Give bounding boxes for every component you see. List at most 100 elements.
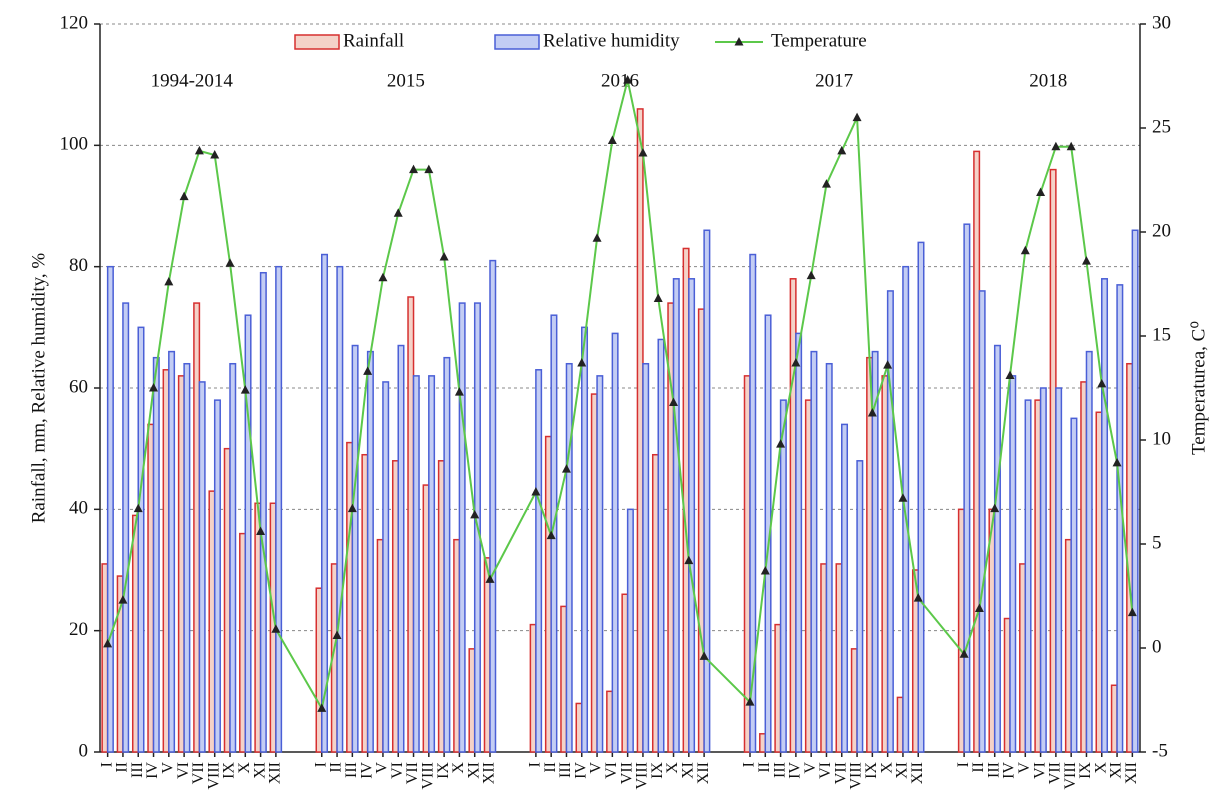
bar xyxy=(575,702,583,753)
marker xyxy=(317,703,327,712)
bar xyxy=(672,278,680,753)
bar xyxy=(346,441,354,753)
y2-tick-label: 5 xyxy=(1152,532,1162,553)
bar xyxy=(963,223,971,753)
bar xyxy=(259,271,267,753)
x-tick-label: VI xyxy=(389,762,406,779)
x-tick-label: X xyxy=(1092,762,1109,774)
x-tick-label: V xyxy=(588,762,605,774)
x-tick-label: VII xyxy=(618,762,635,784)
marker xyxy=(791,358,801,367)
x-tick-label: VII xyxy=(832,762,849,784)
legend-swatch xyxy=(494,34,540,50)
marker xyxy=(745,697,755,706)
marker xyxy=(684,555,694,565)
bar xyxy=(382,381,390,753)
bar xyxy=(1080,381,1088,753)
marker xyxy=(669,397,679,407)
bar xyxy=(137,326,145,753)
x-tick-label: VIII xyxy=(634,762,651,790)
marker xyxy=(439,251,449,261)
bar xyxy=(835,563,843,753)
bar xyxy=(254,502,262,753)
y2-tick-label: 30 xyxy=(1152,12,1171,33)
marker xyxy=(133,503,143,513)
bar xyxy=(468,648,476,753)
marker xyxy=(852,112,862,122)
bar xyxy=(391,460,399,753)
x-tick-label: X xyxy=(664,762,681,774)
bar xyxy=(789,278,797,753)
bar xyxy=(106,265,114,753)
x-tick-label: VI xyxy=(175,762,192,779)
bar xyxy=(529,623,537,753)
bar xyxy=(881,375,889,753)
marker xyxy=(867,407,877,417)
bar xyxy=(366,350,374,753)
bar xyxy=(657,338,665,753)
x-tick-label: XII xyxy=(909,762,926,784)
bar xyxy=(581,326,589,753)
marker xyxy=(194,145,204,155)
x-tick-label: X xyxy=(236,762,253,774)
bar xyxy=(1110,684,1118,753)
group-label: 2016 xyxy=(601,70,639,91)
bar xyxy=(978,290,986,753)
x-tick-label: III xyxy=(343,762,360,778)
marker xyxy=(1127,607,1137,617)
x-tick-label: III xyxy=(129,762,146,778)
bar xyxy=(275,265,283,753)
bar xyxy=(804,399,812,753)
marker xyxy=(806,270,816,280)
bar xyxy=(856,460,864,753)
x-tick-label: IV xyxy=(358,762,375,779)
x-tick-label: XII xyxy=(695,762,712,784)
marker xyxy=(760,566,770,575)
bar xyxy=(850,648,858,753)
marker xyxy=(210,150,220,159)
bar xyxy=(957,508,965,753)
marker xyxy=(913,593,923,602)
x-tick-label: XI xyxy=(1108,762,1125,779)
bar xyxy=(825,362,833,753)
group-label: 2018 xyxy=(1029,70,1067,91)
bar xyxy=(596,375,604,753)
x-tick-label: XII xyxy=(481,762,498,784)
marker xyxy=(347,503,357,513)
bar xyxy=(688,278,696,753)
marker xyxy=(424,164,434,174)
x-tick-label: VII xyxy=(404,762,421,784)
line xyxy=(106,79,1134,712)
bar xyxy=(820,563,828,753)
bar xyxy=(917,241,925,753)
bar xyxy=(239,532,247,753)
marker xyxy=(1066,141,1076,151)
bar xyxy=(535,369,543,753)
marker xyxy=(332,630,342,640)
bar xyxy=(1070,417,1078,753)
x-tick-label: II xyxy=(542,762,559,773)
bar xyxy=(774,623,782,753)
bar xyxy=(162,369,170,753)
marker xyxy=(485,574,495,583)
bar xyxy=(544,435,552,753)
bar xyxy=(428,375,436,753)
y-axis-label: Rainfall, mm, Relative humidity, % xyxy=(28,253,49,524)
x-tick-label: X xyxy=(450,762,467,774)
x-tick-label: VIII xyxy=(848,762,865,790)
bar xyxy=(795,332,803,753)
bar xyxy=(101,563,109,753)
marker xyxy=(623,75,633,84)
y2-axis-label: Temperaturea, C⁰ xyxy=(1188,321,1209,455)
x-tick-label: I xyxy=(312,762,329,767)
bar xyxy=(810,350,818,753)
marker xyxy=(974,603,984,612)
bar xyxy=(223,447,231,753)
x-tick-label: IV xyxy=(787,762,804,779)
bar xyxy=(560,605,568,753)
group-label: 2015 xyxy=(387,70,425,91)
x-tick-label: III xyxy=(771,762,788,778)
x-tick-label: V xyxy=(1016,762,1033,774)
marker xyxy=(607,135,617,144)
